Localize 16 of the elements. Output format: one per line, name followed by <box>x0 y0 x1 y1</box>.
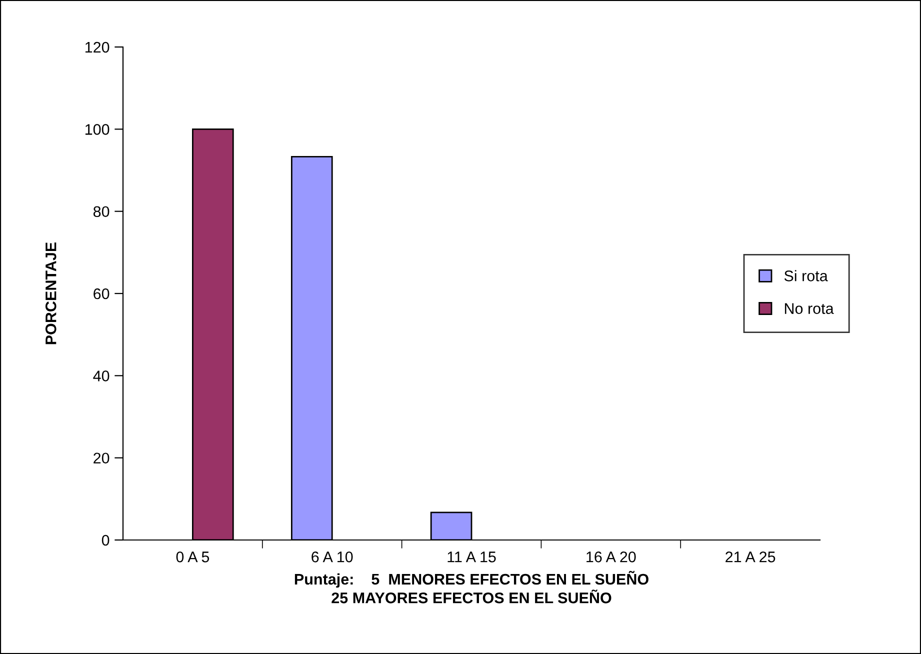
y-tick-label: 40 <box>93 370 110 382</box>
y-tick-label: 80 <box>93 206 110 218</box>
x-tick-label: 0 A 5 <box>176 552 210 562</box>
x-axis-title: Puntaje: 5 MENORES EFECTOS EN EL SUEÑO 25 MAYORES EFECTOS EN EL SUEÑO <box>294 570 648 604</box>
x-tick-label: 11 A 15 <box>448 552 496 562</box>
y-axis-title: PORCENTAJE <box>45 242 56 344</box>
legend-label: Si rota <box>784 270 828 282</box>
y-tick-label: 60 <box>94 288 110 300</box>
x-tick-label: 21 A 25 <box>726 552 776 562</box>
y-tick-label: 0 <box>102 534 110 546</box>
x-tick-label: 6 A 10 <box>312 552 353 562</box>
legend-label: No rota <box>784 303 834 314</box>
x-tick-label: 16 A 20 <box>586 552 636 562</box>
y-tick-label: 20 <box>94 452 110 464</box>
y-tick-label: 100 <box>85 124 110 135</box>
y-tick-label: 120 <box>85 42 110 53</box>
